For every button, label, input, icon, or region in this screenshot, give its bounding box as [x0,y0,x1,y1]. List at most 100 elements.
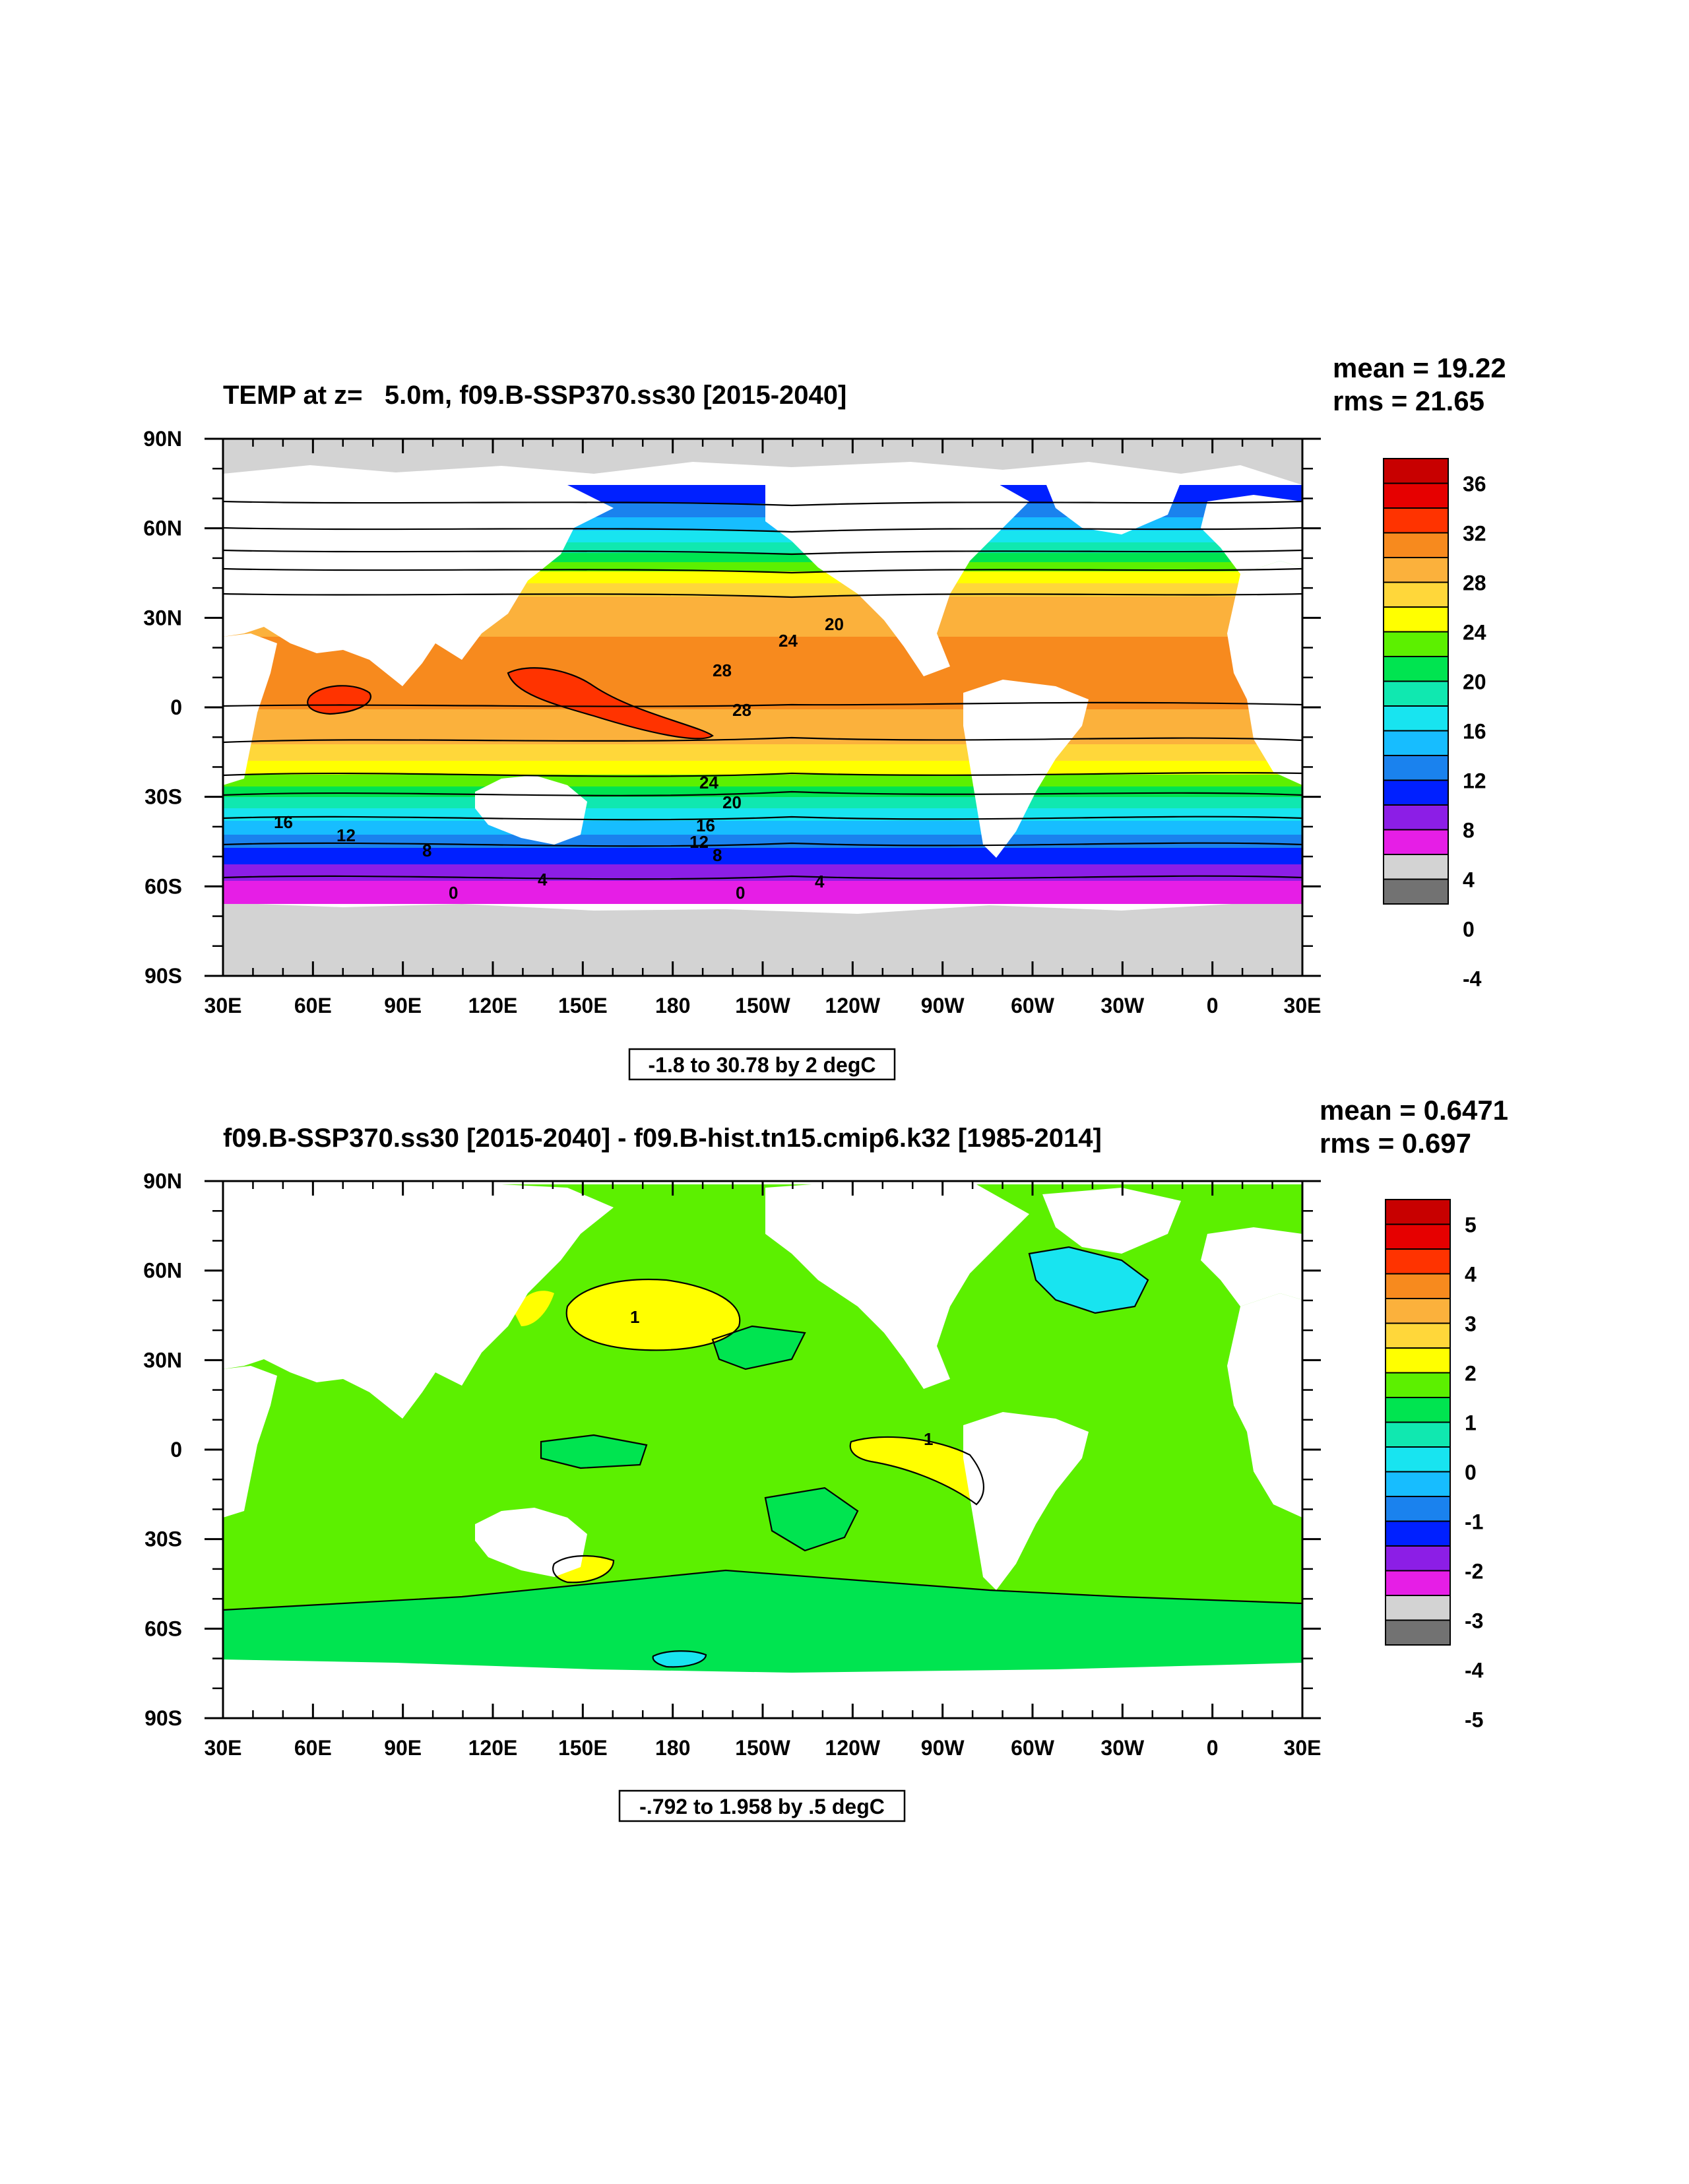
contour-label: 4 [538,870,548,889]
panel-bottom: f09.B-SSP370.ss30 [2015-2040] - f09.B-hi… [143,1095,1508,1822]
contour-label: 20 [722,792,742,812]
lon-tick-label: 120E [468,994,518,1017]
lat-tick-label: 60N [143,1259,182,1283]
band-18 [223,759,1302,775]
land-europe [1201,495,1302,574]
lat-tick-label: 0 [170,695,182,719]
region-pacific-zero-2 [541,1435,647,1468]
lon-tick-label: 90E [384,994,422,1017]
map-bottom: 1 1 [223,1181,1302,1718]
panel-top-title: TEMP at z= 5.0m, f09.B-SSP370.ss30 [2015… [223,381,846,410]
colorbar-box [1383,458,1449,484]
region-atlantic-cold [1029,1247,1148,1313]
colorbar-label: 1 [1465,1411,1477,1435]
colorbar-label: 0 [1463,918,1475,942]
land-australia [475,1508,587,1577]
colorbar-box [1383,829,1449,855]
lon-tick-label: 120W [825,1736,881,1760]
colorbar-box [1385,1199,1451,1225]
colorbar-box [1385,1322,1451,1349]
land-south-america [963,680,1089,858]
lat-tick-label: 90N [143,1169,182,1193]
band-8 [223,818,1302,835]
colorbar-box [1385,1545,1451,1572]
contour-label: 24 [779,631,798,651]
contour-label: 0 [736,883,745,903]
colorbar-label: 2 [1465,1362,1477,1386]
colorbar-label: 4 [1463,868,1475,892]
colorbar-box [1385,1372,1451,1398]
lon-ticks-top: 30E 60E 90E 120E 150E 180 150W 120W 90W 60W 30W 0 30… [205,439,1321,1017]
region-pacific-zero-3 [713,1326,805,1369]
colorbar-box [1385,1248,1451,1275]
region-north-pacific-warm [566,1279,740,1351]
colorbar-top: 36 32 28 24 20 16 12 8 4 0 -4 [1383,458,1486,991]
lat-tick-label: 60S [144,1617,182,1640]
range-box-top [628,1048,896,1081]
contour-label: 8 [422,841,431,860]
lat-ticks-top: 90N 60N 30N 0 30S 60S 90S [143,427,1321,988]
colorbar-box [1383,507,1449,534]
colorbar-box [1383,532,1449,558]
lon-tick-label: 120W [825,994,881,1017]
lon-tick-label: 60W [1011,994,1055,1017]
colorbar-label: 4 [1465,1263,1477,1287]
colorbar-label: 16 [1463,720,1486,744]
antarctic-ice-lower [223,920,1302,947]
panel-bottom-mean: mean = 0.6471 [1320,1095,1508,1126]
lon-tick-label: 60W [1011,1736,1055,1760]
colorbar-box [1385,1570,1451,1596]
contour-label: 1 [924,1429,933,1449]
colorbar-box [1385,1471,1451,1497]
land-africa-east [223,633,277,785]
panel-bottom-rms: rms = 0.697 [1320,1128,1471,1159]
contour-label: 24 [699,773,718,792]
colorbar-box [1383,557,1449,583]
lon-tick-label: 150E [558,994,608,1017]
lon-tick-label: 30E [205,994,242,1017]
colorbar-box [1385,1421,1451,1448]
lat-ticks-bottom: 90N 60N 30N 0 30S 60S 90S [143,1169,1321,1730]
contour-label: 16 [696,816,715,835]
lat-tick-label: 90S [144,964,182,988]
land-eurasia [223,475,614,686]
colorbar-box [1385,1397,1451,1423]
lat-tick-label: 30N [143,606,182,629]
land-africa-west [1227,1293,1302,1518]
lon-tick-label: 90W [921,994,965,1017]
colorbar-box [1383,606,1449,633]
lon-tick-label: 60E [294,994,332,1017]
warm-pool-indian [307,686,371,714]
band-20 [223,742,1302,761]
colorbar-box [1385,1496,1451,1522]
contour-label: 12 [336,825,356,845]
lat-tick-label: 30S [144,1527,182,1551]
colorbar-box [1385,1446,1451,1473]
contour-label: 20 [825,614,844,634]
lat-tick-label: 90N [143,427,182,451]
lon-tick-label: 0 [1207,994,1219,1017]
colorbar-label: -2 [1465,1560,1483,1584]
colorbar-label: -3 [1465,1609,1483,1633]
colorbar-label: 12 [1463,769,1486,793]
contour-label: 1 [630,1307,639,1327]
lon-tick-label: 30W [1100,1736,1145,1760]
colorbar-box [1383,779,1449,806]
land-eurasia [223,1181,614,1419]
lon-tick-label: 150W [735,1736,790,1760]
contour-label: 0 [449,883,458,903]
lat-tick-label: 0 [170,1438,182,1461]
range-text-top: -1.8 to 30.78 by 2 degC [648,1053,876,1077]
land-africa-east [223,1366,277,1518]
lon-tick-label: 90W [921,1736,965,1760]
colorbar-label: -4 [1463,967,1482,991]
colorbar-label: 20 [1463,670,1486,694]
lon-tick-label: 180 [655,994,690,1017]
colorbar-box [1383,730,1449,756]
land-north-america [765,468,1029,676]
lon-tick-label: 0 [1207,1736,1219,1760]
colorbar-box [1383,581,1449,608]
lon-tick-label: 150E [558,1736,608,1760]
range-box-bottom [618,1789,906,1822]
